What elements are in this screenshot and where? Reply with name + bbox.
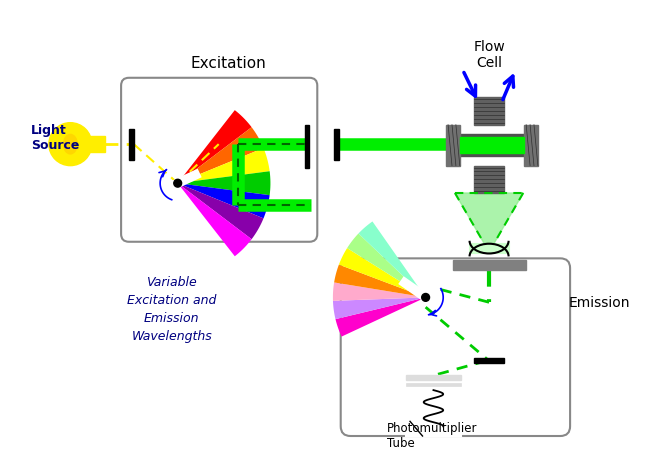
FancyBboxPatch shape [340,259,570,436]
Text: Variable
Excitation and
Emission
Wavelengths: Variable Excitation and Emission Wavelen… [127,275,216,342]
Polygon shape [178,172,271,196]
Bar [446,126,460,166]
Circle shape [174,180,182,188]
Bar [129,129,134,161]
Polygon shape [359,222,426,298]
Bar [305,126,309,168]
Ellipse shape [63,135,77,155]
Bar [70,137,105,152]
Text: Flow
Cell: Flow Cell [474,40,505,70]
Bar [474,358,504,363]
Bar [406,376,461,380]
Bar [474,98,504,126]
Circle shape [422,294,430,302]
FancyBboxPatch shape [121,79,317,242]
Text: Excitation: Excitation [191,56,266,71]
Polygon shape [455,193,523,249]
Text: Photomultiplier
Tube: Photomultiplier Tube [386,421,477,450]
Bar [474,166,504,193]
Bar [453,135,531,157]
Text: Emission: Emission [568,296,630,309]
Polygon shape [178,184,264,240]
Polygon shape [155,170,201,197]
Bar [460,138,524,154]
Text: Light
Source: Light Source [31,123,79,152]
Bar [406,384,461,386]
Polygon shape [334,265,426,298]
Polygon shape [178,128,264,184]
Circle shape [49,123,92,166]
Polygon shape [347,234,426,298]
Polygon shape [178,184,269,219]
Polygon shape [333,298,426,319]
Polygon shape [178,111,252,184]
Polygon shape [178,149,269,184]
Bar [406,376,461,436]
Bar [470,244,508,254]
Bar [524,126,538,166]
Polygon shape [335,298,426,337]
Bar [334,129,339,161]
Bar [453,261,526,270]
Polygon shape [333,283,426,301]
Polygon shape [399,278,452,318]
Polygon shape [178,184,252,257]
Polygon shape [339,248,426,298]
